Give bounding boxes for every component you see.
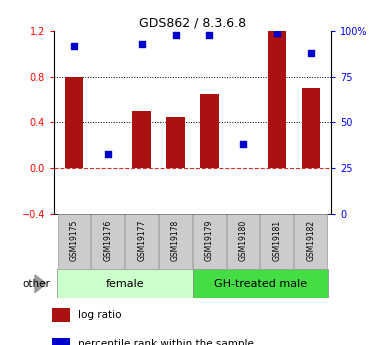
Bar (268, 31, 286, 168)
Bar (57, 269, 192, 298)
Bar (301, 88, 320, 168)
Text: GSM19177: GSM19177 (137, 220, 146, 261)
Point (105, 151, 111, 156)
Point (139, 41, 145, 47)
Bar (200, 94, 219, 168)
Text: log ratio: log ratio (79, 310, 122, 320)
Bar (58, 214, 90, 269)
Text: percentile rank within the sample: percentile rank within the sample (79, 339, 254, 345)
Bar (91, 214, 124, 269)
Point (71, 43, 77, 48)
Text: GSM19175: GSM19175 (70, 220, 79, 261)
Point (206, 32, 213, 38)
Polygon shape (35, 275, 46, 293)
Text: GSM19178: GSM19178 (171, 220, 180, 261)
Point (172, 32, 179, 38)
Text: GSM19181: GSM19181 (273, 220, 281, 261)
Bar (192, 269, 328, 298)
Text: other: other (22, 279, 50, 289)
Bar (132, 111, 151, 168)
Point (308, 50, 314, 56)
Text: female: female (105, 279, 144, 289)
Bar (260, 214, 293, 269)
Point (240, 142, 246, 147)
Title: GDS862 / 8.3.6.8: GDS862 / 8.3.6.8 (139, 17, 246, 30)
Point (274, 30, 280, 36)
Bar (125, 214, 158, 269)
Bar (294, 214, 327, 269)
Text: GSM19180: GSM19180 (239, 220, 248, 261)
Text: GH-treated male: GH-treated male (214, 279, 307, 289)
Text: GSM19176: GSM19176 (104, 220, 112, 261)
Bar (193, 214, 226, 269)
Bar (166, 117, 185, 168)
Bar (52, 337, 70, 345)
Bar (159, 214, 192, 269)
Bar (227, 214, 259, 269)
Bar (65, 77, 84, 168)
Text: GSM19179: GSM19179 (205, 220, 214, 261)
Bar (52, 308, 70, 322)
Text: GSM19182: GSM19182 (306, 220, 315, 261)
